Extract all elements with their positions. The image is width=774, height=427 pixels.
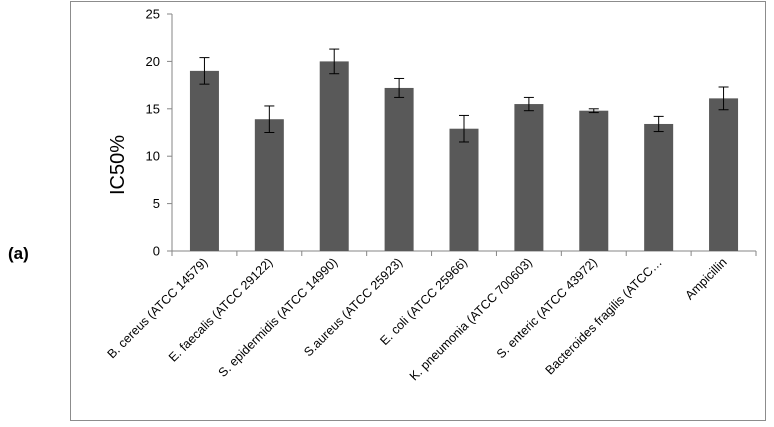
y-axis: 0 5 10 15 20 25 bbox=[146, 7, 173, 259]
bar bbox=[644, 123, 674, 251]
y-tick-label: 10 bbox=[146, 149, 160, 164]
bar bbox=[579, 110, 609, 251]
bar bbox=[254, 119, 284, 251]
error-bars bbox=[199, 48, 729, 143]
x-axis bbox=[171, 250, 757, 256]
y-tick-label: 15 bbox=[146, 101, 160, 116]
y-axis-label: IC50% bbox=[107, 135, 129, 195]
category-label: Bacteroides fragilis (ATCC… bbox=[543, 255, 665, 377]
y-tick-label: 25 bbox=[146, 7, 160, 22]
category-label: E. faecalis (ATCC 29122) bbox=[166, 255, 275, 364]
category-label: Ampicillin bbox=[682, 255, 729, 302]
y-tick-label: 5 bbox=[153, 196, 160, 211]
bars bbox=[189, 61, 739, 252]
category-label: K. pneumonia (ATCC 700603) bbox=[407, 255, 535, 383]
bar bbox=[189, 70, 219, 251]
y-tick-label: 20 bbox=[146, 54, 160, 69]
bar bbox=[384, 87, 414, 251]
bar bbox=[319, 61, 349, 252]
panel-label: (a) bbox=[8, 244, 29, 263]
bar bbox=[449, 128, 479, 251]
chart-frame bbox=[70, 1, 766, 421]
bar bbox=[514, 104, 544, 251]
category-labels: B. cereus (ATCC 14579)E. faecalis (ATCC … bbox=[105, 255, 730, 383]
category-label: S. epidermidis (ATCC 14990) bbox=[216, 255, 341, 380]
y-tick-label: 0 bbox=[153, 244, 160, 259]
bar bbox=[709, 98, 739, 251]
